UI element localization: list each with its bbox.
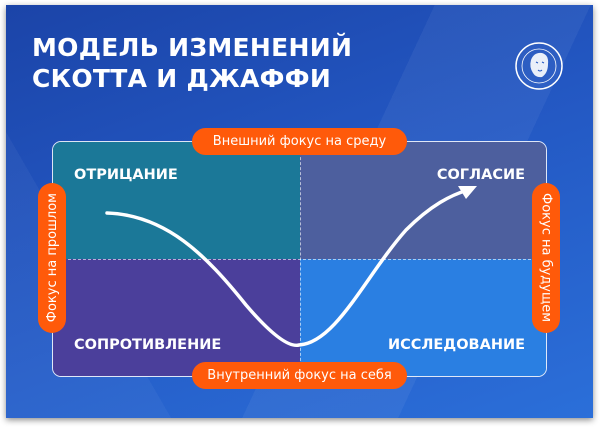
axis-label-right: Фокус на будущем	[538, 193, 554, 323]
quadrant-label-denial: ОТРИЦАНИЕ	[74, 167, 178, 183]
axis-label-left-pill: Фокус на прошлом	[38, 183, 66, 333]
page-title: МОДЕЛЬ ИЗМЕНЕНИЙ СКОТТА И ДЖАФФИ	[32, 32, 352, 94]
quadrant-denial	[53, 142, 300, 259]
horizontal-divider	[53, 259, 546, 260]
quadrant-commitment	[299, 142, 546, 259]
title-line-1: МОДЕЛЬ ИЗМЕНЕНИЙ	[32, 33, 353, 62]
quadrant-label-exploration: ИССЛЕДОВАНИЕ	[387, 337, 525, 353]
change-curve-arrow	[105, 186, 477, 348]
quadrant-label-resistance: СОПРОТИВЛЕНИЕ	[74, 337, 222, 353]
quadrant-label-commitment: СОГЛАСИЕ	[436, 167, 525, 183]
infographic-card: МОДЕЛЬ ИЗМЕНЕНИЙ СКОТТА И ДЖАФФИ ОТРИЦАН…	[6, 5, 593, 418]
axis-label-bottom: Внутренний фокус на себя	[192, 362, 407, 389]
title-line-2: СКОТТА И ДЖАФФИ	[32, 64, 332, 93]
axis-label-right-pill: Фокус на будущем	[532, 183, 560, 333]
axis-label-top: Внешний фокус на среду	[192, 128, 407, 155]
axis-label-left: Фокус на прошлом	[44, 193, 60, 323]
lion-emblem-icon	[515, 42, 563, 90]
